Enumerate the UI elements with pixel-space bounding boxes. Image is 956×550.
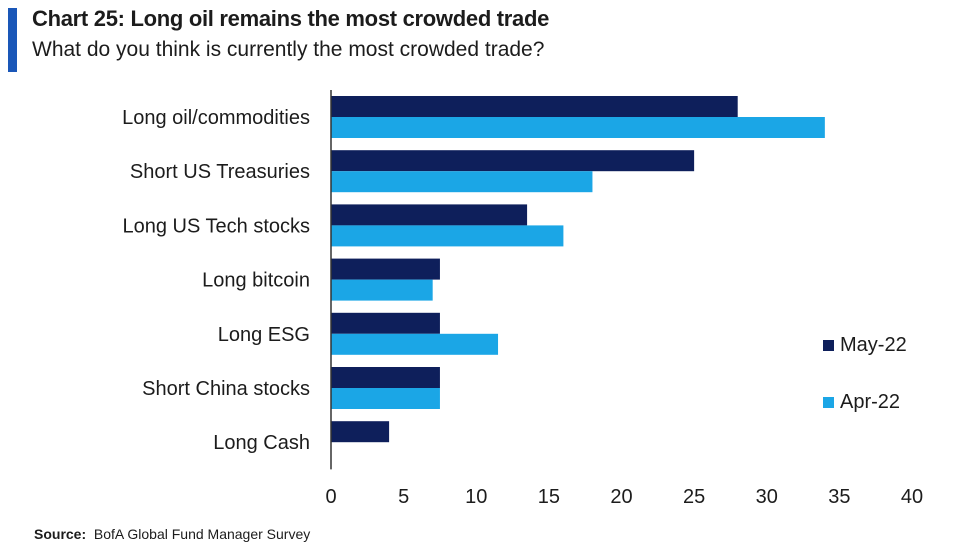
legend-swatch-may-22: [823, 340, 834, 351]
x-tick-label: 35: [828, 486, 850, 508]
bar-apr-22-short-china-stocks: [331, 388, 440, 409]
category-label: Short China stocks: [142, 378, 310, 400]
bar-may-22-long-esg: [331, 312, 440, 334]
category-label: Long bitcoin: [202, 270, 310, 292]
bar-may-22-long-bitcoin: [331, 258, 440, 280]
source-label: Source:: [34, 526, 87, 542]
x-tick-label: 25: [683, 486, 705, 508]
bar-apr-22-long-oil-commodities: [331, 117, 825, 138]
x-tick-label: 30: [756, 486, 778, 508]
category-label: Short US Treasuries: [130, 161, 310, 183]
x-tick-label: 15: [538, 486, 560, 508]
bar-may-22-short-china-stocks: [331, 367, 440, 388]
x-tick-label: 10: [465, 486, 487, 508]
x-tick-label: 5: [398, 486, 409, 508]
chart-title: Chart 25: Long oil remains the most crow…: [32, 6, 550, 31]
legend-label-may-22: May-22: [840, 334, 907, 356]
legend-label-apr-22: Apr-22: [840, 391, 900, 413]
category-label: Long US Tech stocks: [122, 215, 310, 237]
title-accent-bar: [8, 8, 17, 72]
bar-may-22-long-us-tech-stocks: [331, 204, 528, 226]
x-tick-label: 0: [325, 486, 336, 508]
bar-may-22-long-oil-commodities: [331, 96, 738, 117]
source-note: Source: BofA Global Fund Manager Survey: [34, 526, 310, 542]
x-tick-label: 40: [901, 486, 923, 508]
source-text: BofA Global Fund Manager Survey: [93, 526, 311, 542]
x-tick-label: 20: [610, 486, 632, 508]
bar-apr-22-long-us-tech-stocks: [331, 225, 564, 247]
legend-swatch-apr-22: [823, 397, 834, 408]
category-label: Long oil/commodities: [122, 107, 310, 129]
category-label: Long ESG: [218, 324, 310, 346]
bar-may-22-short-us-treasuries: [331, 150, 695, 172]
bar-apr-22-long-esg: [331, 333, 499, 355]
chart-subtitle: What do you think is currently the most …: [32, 38, 545, 61]
bar-apr-22-short-us-treasuries: [331, 171, 593, 193]
bar-may-22-long-cash: [331, 421, 390, 443]
bar-apr-22-long-bitcoin: [331, 279, 433, 301]
category-label: Long Cash: [213, 432, 310, 454]
